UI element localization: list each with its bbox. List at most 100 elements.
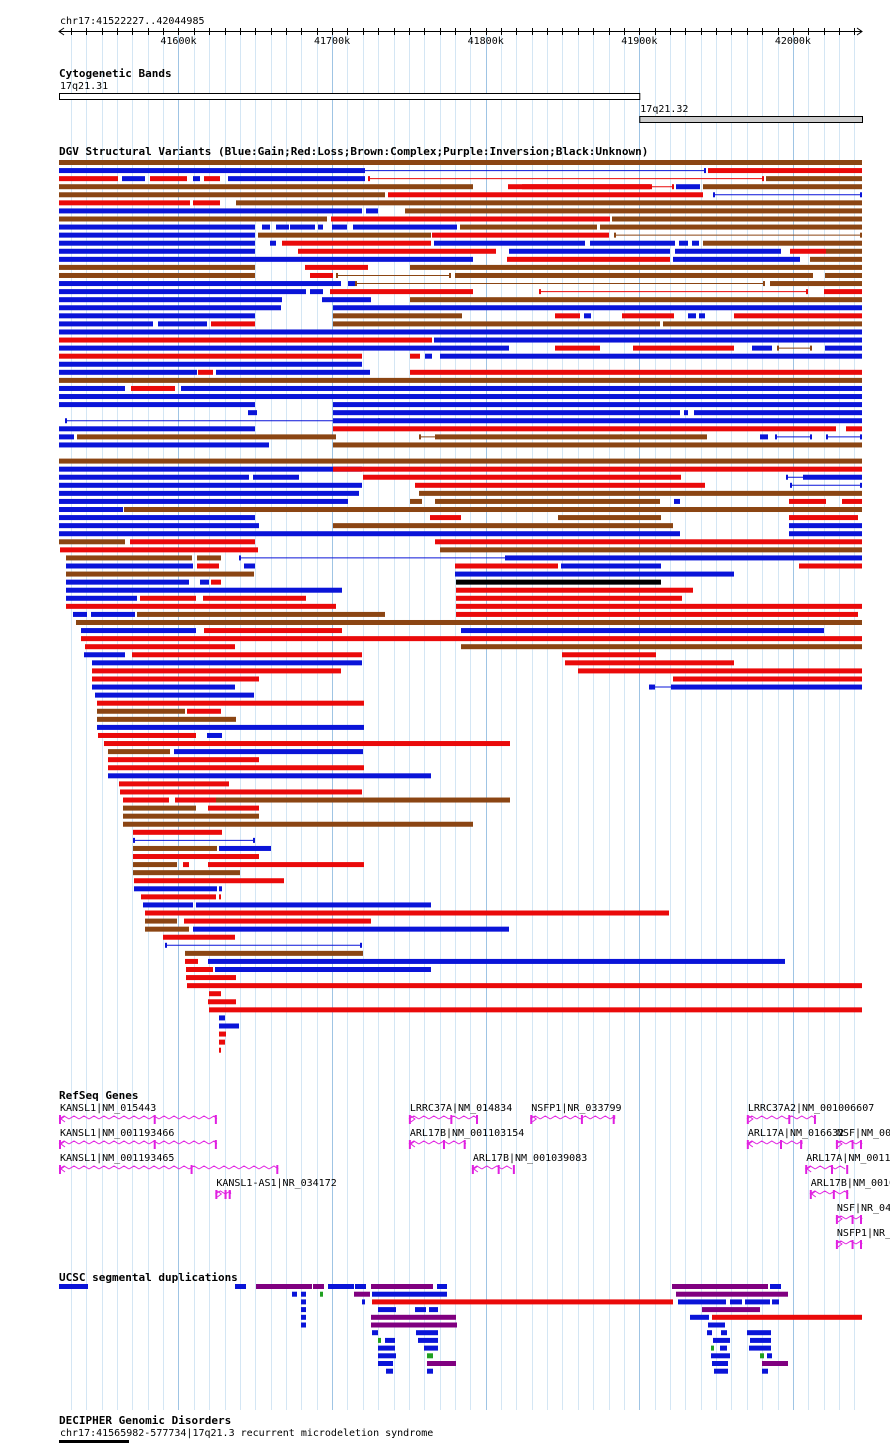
dgv-variant[interactable] xyxy=(133,862,177,868)
segdup-feature[interactable] xyxy=(301,1291,306,1297)
dgv-variant[interactable] xyxy=(186,975,236,981)
segdup-feature[interactable] xyxy=(372,1330,378,1336)
dgv-variant[interactable] xyxy=(59,224,255,230)
segdup-feature[interactable] xyxy=(371,1322,457,1328)
segdup-feature[interactable] xyxy=(711,1345,714,1351)
dgv-variant[interactable] xyxy=(410,297,862,303)
dgv-variant[interactable] xyxy=(440,547,862,553)
gene-label[interactable]: KANSL1-AS1|NR_034172 xyxy=(216,1178,336,1189)
dgv-variant[interactable] xyxy=(461,628,824,634)
dgv-variant[interactable] xyxy=(425,353,432,359)
dgv-variant[interactable] xyxy=(673,684,862,690)
dgv-variant[interactable] xyxy=(145,926,189,932)
dgv-variant[interactable] xyxy=(85,644,235,650)
segdup-feature[interactable] xyxy=(362,1299,365,1305)
dgv-variant[interactable] xyxy=(363,474,681,480)
dgv-variant[interactable] xyxy=(333,305,862,311)
dgv-variant[interactable] xyxy=(694,410,862,416)
dgv-variant[interactable] xyxy=(108,765,364,771)
dgv-variant[interactable] xyxy=(59,160,862,165)
segdup-feature[interactable] xyxy=(672,1284,768,1289)
dgv-variant[interactable] xyxy=(92,676,259,682)
dgv-variant[interactable] xyxy=(59,329,862,335)
dgv-variant[interactable] xyxy=(123,821,473,827)
dgv-variant[interactable] xyxy=(150,176,187,182)
dgv-variant[interactable] xyxy=(204,628,342,634)
dgv-variant[interactable] xyxy=(456,579,661,585)
segdup-feature[interactable] xyxy=(386,1368,393,1374)
dgv-variant[interactable] xyxy=(98,732,196,738)
dgv-variant[interactable] xyxy=(59,361,362,367)
dgv-variant[interactable] xyxy=(673,676,862,682)
dgv-variant[interactable] xyxy=(193,200,220,206)
dgv-variant[interactable] xyxy=(262,224,270,230)
gene-label[interactable]: LRRC37A|NM_014834 xyxy=(410,1103,512,1114)
dgv-variant[interactable] xyxy=(825,345,862,351)
segdup-feature[interactable] xyxy=(745,1299,770,1305)
dgv-variant[interactable] xyxy=(258,232,431,238)
dgv-variant[interactable] xyxy=(133,854,259,860)
segdup-feature[interactable] xyxy=(301,1322,306,1328)
dgv-variant[interactable] xyxy=(91,611,135,617)
gene-label[interactable]: ARL17B|NM_001103154 xyxy=(410,1128,524,1139)
segdup-feature[interactable] xyxy=(256,1284,312,1289)
dgv-variant[interactable] xyxy=(699,313,705,319)
gene-model[interactable] xyxy=(408,1115,479,1120)
dgv-variant[interactable] xyxy=(842,498,862,504)
dgv-variant[interactable] xyxy=(703,184,862,190)
segdup-feature[interactable] xyxy=(747,1330,771,1336)
dgv-variant[interactable] xyxy=(59,208,362,214)
dgv-variant[interactable] xyxy=(432,232,609,238)
dgv-variant[interactable] xyxy=(332,224,347,230)
dgv-variant[interactable] xyxy=(353,224,457,230)
dgv-variant[interactable] xyxy=(333,402,862,408)
dgv-variant[interactable] xyxy=(59,305,281,311)
dgv-variant[interactable] xyxy=(405,208,862,214)
gene-model[interactable] xyxy=(471,1165,513,1170)
gene-label[interactable]: LRRC37A2|NM_001006607 xyxy=(748,1103,874,1114)
dgv-variant[interactable] xyxy=(675,248,781,254)
dgv-variant[interactable] xyxy=(555,345,600,351)
dgv-variant[interactable] xyxy=(145,910,669,916)
segdup-feature[interactable] xyxy=(292,1291,297,1297)
dgv-variant[interactable] xyxy=(333,418,862,424)
dgv-variant[interactable] xyxy=(119,781,229,787)
dgv-variant[interactable] xyxy=(333,466,862,472)
dgv-track[interactable] xyxy=(59,160,862,1053)
dgv-variant[interactable] xyxy=(679,240,688,246)
dgv-variant[interactable] xyxy=(59,377,862,383)
dgv-variant[interactable] xyxy=(66,595,137,601)
dgv-variant[interactable] xyxy=(92,668,341,674)
dgv-variant[interactable] xyxy=(333,426,836,432)
segdup-feature[interactable] xyxy=(714,1368,728,1374)
dgv-variant[interactable] xyxy=(183,862,189,868)
segdup-feature[interactable] xyxy=(712,1361,728,1366)
dgv-variant[interactable] xyxy=(59,192,385,198)
segdup-feature[interactable] xyxy=(355,1284,366,1289)
segdup-feature[interactable] xyxy=(437,1284,442,1289)
segdup-feature[interactable] xyxy=(427,1368,433,1374)
dgv-variant[interactable] xyxy=(59,232,255,238)
dgv-variant[interactable] xyxy=(211,579,221,585)
dgv-variant[interactable] xyxy=(59,248,255,254)
dgv-variant[interactable] xyxy=(174,749,363,755)
gene-label[interactable]: ARL17B|NM_001039083 xyxy=(473,1153,587,1164)
dgv-variant[interactable] xyxy=(790,248,826,254)
dgv-variant[interactable] xyxy=(145,918,177,924)
dgv-variant[interactable] xyxy=(133,829,222,835)
dgv-variant[interactable] xyxy=(435,498,660,504)
dgv-variant[interactable] xyxy=(509,248,670,254)
dgv-variant[interactable] xyxy=(123,797,169,803)
dgv-variant[interactable] xyxy=(59,289,306,295)
dgv-variant[interactable] xyxy=(59,531,680,537)
dgv-variant[interactable] xyxy=(108,773,431,779)
segdup-feature[interactable] xyxy=(760,1353,764,1359)
dgv-variant[interactable] xyxy=(676,184,700,190)
dgv-variant[interactable] xyxy=(805,474,862,480)
segdup-feature[interactable] xyxy=(711,1353,730,1359)
dgv-variant[interactable] xyxy=(282,240,431,246)
segdup-feature[interactable] xyxy=(378,1353,396,1359)
dgv-variant[interactable] xyxy=(158,321,207,327)
gene-label[interactable]: ARL17B|NM_001039083 xyxy=(811,1178,890,1189)
dgv-variant[interactable] xyxy=(674,498,680,504)
